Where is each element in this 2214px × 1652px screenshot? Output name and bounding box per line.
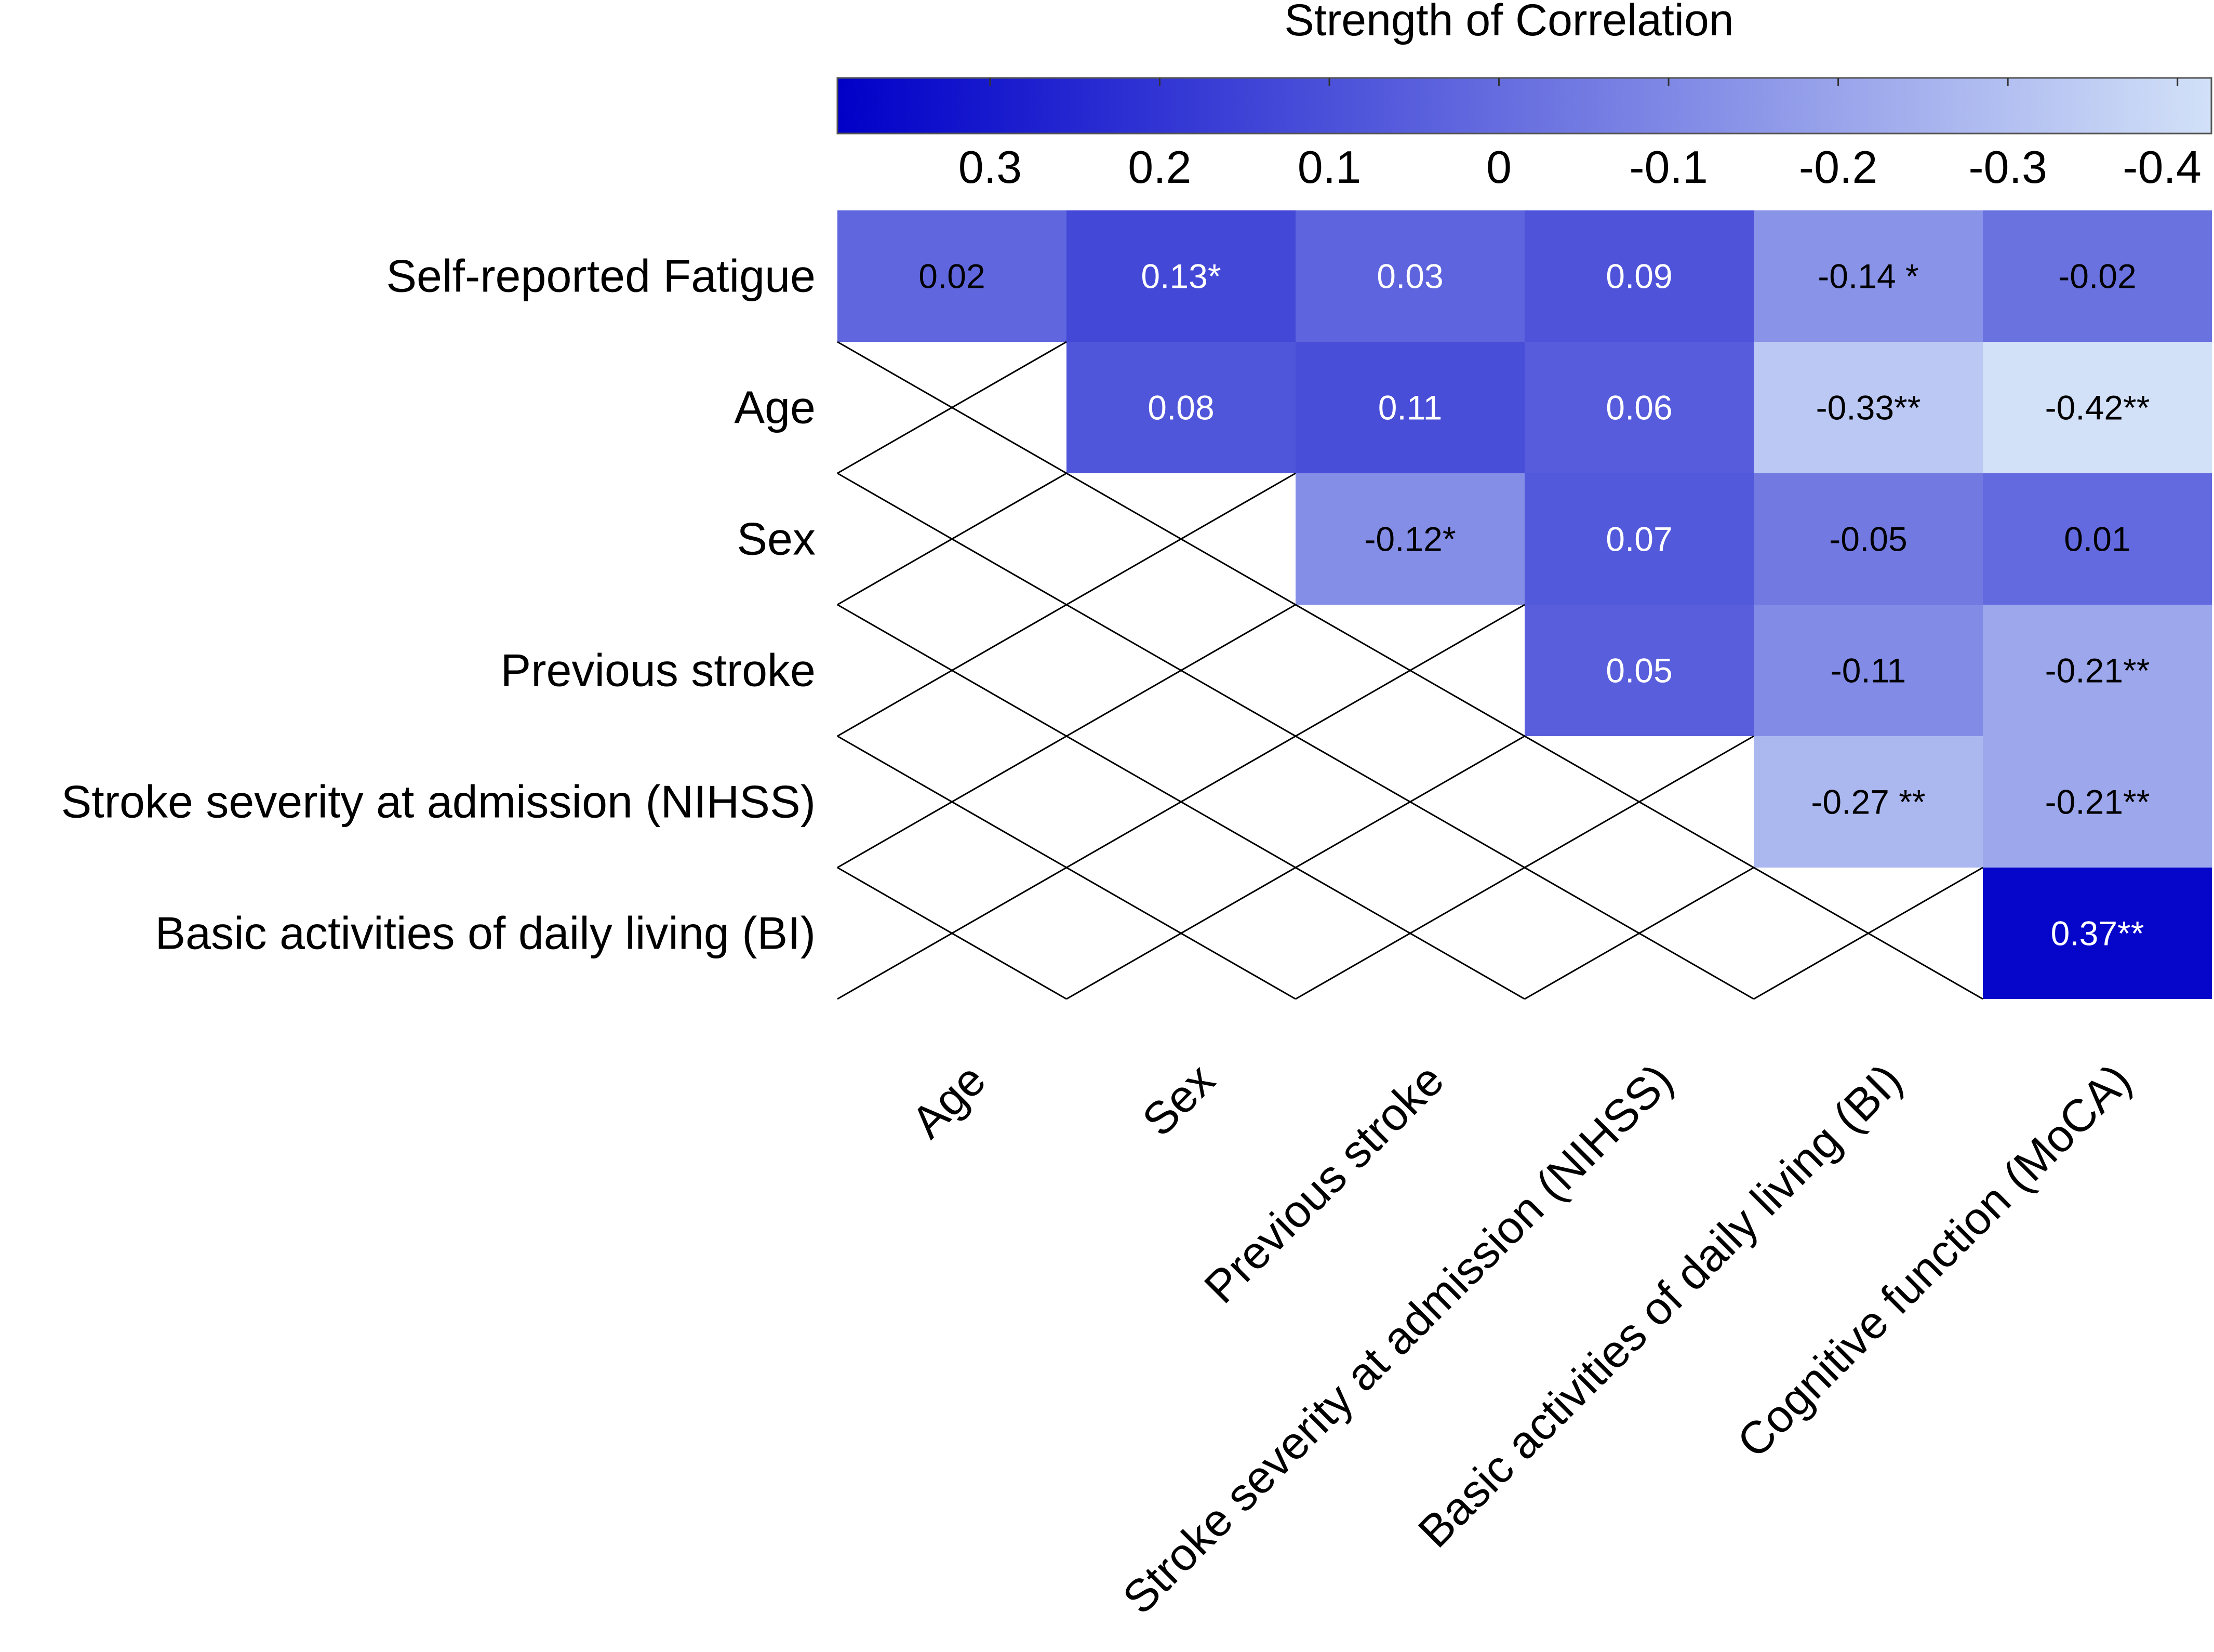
column-label: Previous stroke — [1194, 1054, 1453, 1313]
grid-diagonal-line — [837, 341, 1067, 474]
grid-diagonal-line — [837, 604, 1525, 1000]
cell-value-label: 0.11 — [1378, 389, 1443, 427]
column-label: Age — [901, 1054, 995, 1148]
heatmap-cell — [1754, 605, 1983, 736]
grid-diagonal-line — [1066, 735, 1525, 1000]
colorbar-tick-label: 0.3 — [958, 141, 1022, 193]
colorbar — [836, 77, 2212, 135]
cell-value-label: -0.11 — [1831, 651, 1906, 690]
colorbar-tick-label: -0.3 — [1968, 141, 2047, 193]
column-label: Sex — [1132, 1054, 1224, 1145]
heatmap-cell — [1983, 473, 2212, 605]
colorbar-tick-label: 0.2 — [1128, 141, 1191, 193]
heatmap-cell — [1754, 736, 1983, 868]
colorbar-tick-label: -0.4 — [2123, 141, 2202, 193]
row-label: Previous stroke — [501, 645, 816, 696]
heatmap-cell — [1983, 736, 2212, 868]
cell-value-label: -0.05 — [1829, 520, 1907, 558]
grid-diagonal-line — [837, 472, 1296, 737]
grid-diagonal-line — [837, 472, 1067, 606]
heatmap-cell — [1296, 210, 1525, 342]
cell-value-label: 0.13* — [1141, 257, 1221, 296]
colorbar-tick-label: 0 — [1486, 141, 1512, 193]
heatmap-cell — [1983, 342, 2212, 473]
cell-value-label: -0.27 ** — [1811, 783, 1925, 821]
heatmap-cells: 0.02 0.13* 0.03 0.09 -0.14 * -0.02 0.08 0.11 0.0… — [837, 210, 2212, 999]
cell-value-label: -0.14 * — [1818, 257, 1918, 296]
row-label: Stroke severity at admission (NIHSS) — [61, 776, 816, 828]
cell-value-label: -0.33** — [1816, 389, 1921, 427]
cell-value-label: -0.42** — [2045, 389, 2150, 427]
cell-value-label: -0.12* — [1364, 520, 1456, 558]
row-labels: Self-reported Fatigue Age Sex Previous stro… — [61, 250, 816, 959]
row-label: Self-reported Fatigue — [386, 250, 816, 302]
heatmap-cell — [1525, 342, 1754, 473]
grid-diagonal-line — [837, 604, 1296, 869]
colorbar-tick-label: -0.1 — [1629, 141, 1708, 193]
heatmap-cell — [1296, 342, 1525, 473]
grid-diagonal-line — [1753, 867, 1983, 1000]
empty-diagonal-grid — [837, 341, 1983, 1000]
cell-value-label: 0.03 — [1377, 257, 1443, 296]
heatmap-cell — [1525, 605, 1754, 736]
cell-value-label: 0.06 — [1606, 389, 1672, 427]
heatmap-cell — [1754, 473, 1983, 605]
colorbar-tick-label: 0.1 — [1298, 141, 1361, 193]
heatmap-cell — [1983, 605, 2212, 736]
column-label: Cognitive function (MoCA) — [1727, 1054, 2141, 1467]
cell-value-label: 0.01 — [2064, 520, 2130, 558]
heatmap-cell — [1525, 473, 1754, 605]
cell-value-label: -0.21** — [2045, 783, 2150, 821]
colorbar-title: Strength of Correlation — [1284, 0, 1733, 45]
column-label: Basic activities of daily living (BI) — [1408, 1054, 1912, 1557]
heatmap-cell — [1525, 210, 1754, 342]
cell-value-label: 0.05 — [1606, 651, 1672, 690]
cell-value-label: 0.09 — [1606, 257, 1672, 296]
heatmap-cell — [1066, 342, 1296, 473]
row-label: Age — [734, 382, 816, 433]
row-label: Sex — [737, 513, 816, 565]
colorbar-ticks: 0.3 0.2 0.1 0 -0.1 -0.2 -0.3 -0.4 — [958, 78, 2202, 193]
heatmap-cell — [1296, 473, 1525, 605]
cell-value-label: 0.08 — [1148, 389, 1214, 427]
heatmap-cell — [1983, 868, 2212, 999]
heatmap-cell — [1066, 210, 1296, 342]
cell-value-label: -0.02 — [2058, 257, 2136, 296]
heatmap-cell — [1754, 342, 1983, 473]
grid-diagonal-line — [1295, 735, 1754, 1000]
heatmap-cell — [837, 210, 1066, 342]
cell-value-label: 0.37** — [2051, 914, 2144, 953]
heatmap-cell — [1754, 210, 1983, 342]
cell-value-label: 0.07 — [1606, 520, 1672, 558]
colorbar-tick-label: -0.2 — [1799, 141, 1878, 193]
heatmap-cell — [1983, 210, 2212, 342]
grid-diagonal-line — [1524, 867, 1754, 1000]
cell-value-label: 0.02 — [918, 257, 985, 296]
row-label: Basic activities of daily living (BI) — [155, 908, 816, 959]
cell-value-label: -0.21** — [2045, 651, 2150, 690]
